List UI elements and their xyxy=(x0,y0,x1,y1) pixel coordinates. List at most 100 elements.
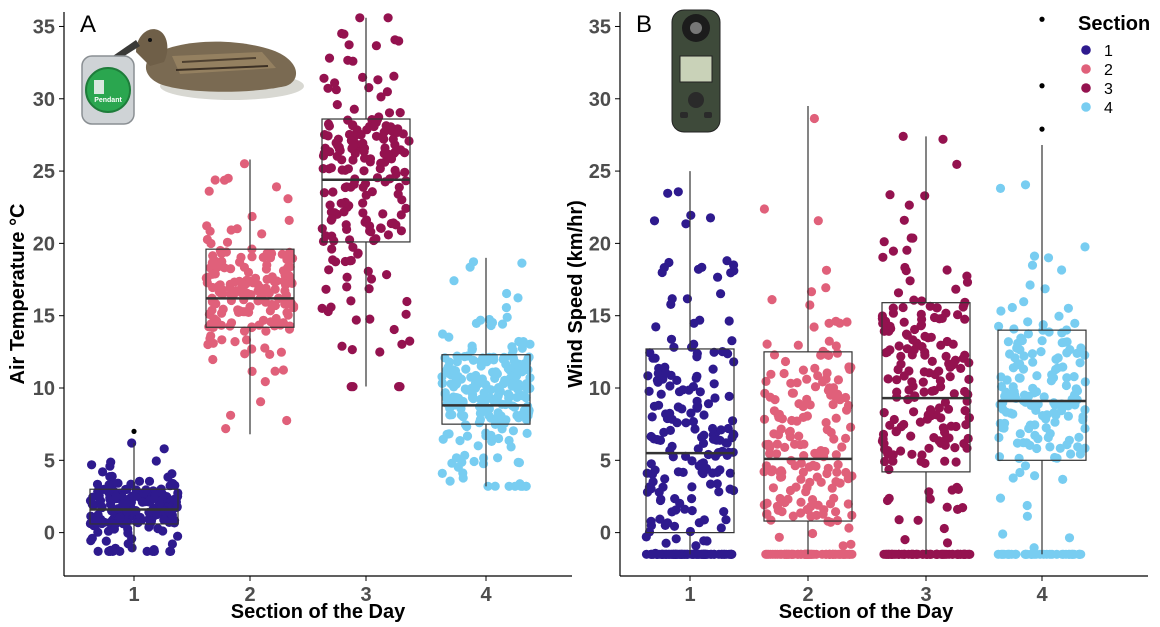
data-point xyxy=(772,439,782,449)
legend-key-1 xyxy=(1081,45,1091,55)
data-point xyxy=(1030,420,1040,430)
data-point xyxy=(770,395,780,405)
data-point xyxy=(522,428,532,438)
data-point xyxy=(448,365,459,375)
data-point xyxy=(497,424,507,434)
data-point xyxy=(691,373,701,383)
data-point xyxy=(687,456,697,466)
y-tick-label: 25 xyxy=(589,161,611,183)
data-point xyxy=(905,276,915,286)
data-point xyxy=(667,507,677,517)
data-point xyxy=(902,344,912,354)
data-point xyxy=(650,465,660,475)
x-tick-label: 1 xyxy=(684,584,695,606)
data-point xyxy=(1080,242,1090,252)
data-point xyxy=(496,411,506,421)
data-point xyxy=(326,163,336,173)
data-point xyxy=(995,493,1006,503)
y-tick-label: 5 xyxy=(600,450,611,472)
data-point xyxy=(999,423,1009,433)
data-point xyxy=(342,224,352,234)
data-point xyxy=(373,75,383,85)
data-point xyxy=(661,368,671,378)
data-point xyxy=(159,515,169,525)
data-point xyxy=(451,379,461,389)
data-point xyxy=(337,165,347,175)
data-point xyxy=(241,335,252,345)
data-point xyxy=(98,467,108,477)
data-point xyxy=(1020,180,1031,190)
box-section-3 xyxy=(881,136,971,555)
box-section-4 xyxy=(441,257,531,487)
data-point xyxy=(826,427,836,438)
svg-text:Pendant: Pendant xyxy=(94,97,122,104)
data-point xyxy=(648,353,658,363)
y-tick-label: 30 xyxy=(33,89,55,111)
data-point xyxy=(901,329,912,339)
data-point xyxy=(918,377,928,387)
data-point xyxy=(521,393,531,403)
data-point xyxy=(907,449,917,459)
outlier-point xyxy=(1039,83,1045,89)
data-point xyxy=(1025,280,1035,290)
data-point xyxy=(205,334,215,344)
data-point xyxy=(899,215,909,225)
data-point xyxy=(824,383,835,393)
box-section-4 xyxy=(997,16,1087,555)
y-tick-label: 10 xyxy=(33,378,55,400)
data-point xyxy=(222,237,233,247)
data-point xyxy=(497,319,508,329)
data-point xyxy=(508,345,518,355)
data-point xyxy=(389,71,399,81)
data-point xyxy=(799,439,809,449)
data-point xyxy=(217,335,227,345)
data-point xyxy=(283,310,293,320)
data-point xyxy=(646,431,656,442)
data-point xyxy=(358,208,368,218)
data-point xyxy=(913,515,923,525)
data-point xyxy=(445,476,455,486)
data-point xyxy=(693,401,703,411)
data-point xyxy=(832,467,842,477)
data-point xyxy=(223,173,233,183)
data-point xyxy=(1054,311,1064,321)
data-point xyxy=(283,263,293,273)
data-point xyxy=(1033,434,1043,444)
data-point xyxy=(151,456,161,466)
data-point xyxy=(798,467,809,477)
panel-a-air-temperature: 0 5 10 15 20 25 30 35 1 2 3 4 A Section of the Day… xyxy=(7,11,572,623)
iqr-box xyxy=(89,488,179,525)
data-point xyxy=(766,467,777,477)
data-point xyxy=(779,368,789,379)
data-point xyxy=(927,356,937,366)
data-point xyxy=(358,198,368,208)
data-point xyxy=(671,534,681,544)
data-point xyxy=(893,288,904,298)
data-point xyxy=(173,531,183,541)
data-point xyxy=(821,418,831,428)
data-point xyxy=(902,245,912,255)
data-point xyxy=(1067,394,1077,404)
data-point xyxy=(934,403,945,413)
data-point xyxy=(262,260,272,270)
data-point xyxy=(809,113,820,124)
data-point xyxy=(108,546,118,557)
data-point xyxy=(949,389,959,399)
data-point xyxy=(935,376,946,386)
data-point xyxy=(920,331,930,341)
data-point xyxy=(653,377,663,387)
data-point xyxy=(1074,432,1084,442)
data-point xyxy=(648,549,658,559)
data-point xyxy=(1080,423,1090,434)
data-point xyxy=(664,549,674,559)
y-tick-label: 35 xyxy=(589,16,611,38)
data-point xyxy=(349,179,359,189)
data-point xyxy=(794,399,804,409)
data-point xyxy=(691,541,701,551)
data-point xyxy=(644,386,654,396)
data-point xyxy=(796,458,806,468)
data-point xyxy=(374,112,384,122)
data-point xyxy=(722,256,732,266)
y-tick-label: 0 xyxy=(600,523,611,545)
data-point xyxy=(906,431,916,441)
